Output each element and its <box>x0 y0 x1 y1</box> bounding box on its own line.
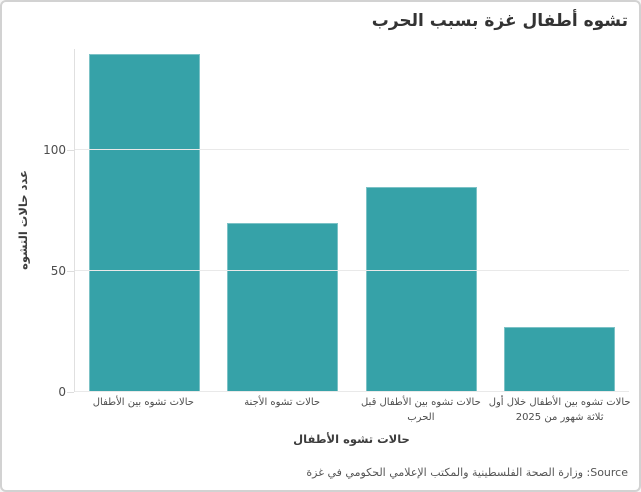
x-tick-label: حالات تشوه الأجنة <box>244 397 321 408</box>
x-tick-label: حالات تشوه بين الأطفال خلال أول ثلاثة شه… <box>488 397 631 423</box>
bar-slot <box>75 49 214 392</box>
y-axis-title: عدد حالات التشوه <box>16 170 30 270</box>
bar-slot <box>491 49 630 392</box>
x-axis-tick-labels: حالات تشوه بين الأطفال حالات تشوه الأجنة ح… <box>74 396 631 425</box>
bar-slot <box>352 49 491 392</box>
bar-2 <box>365 186 477 392</box>
gridline <box>75 149 629 151</box>
plot-area <box>74 49 629 392</box>
gridline <box>75 391 629 392</box>
y-tick-mark <box>67 271 74 273</box>
y-tick-mark <box>67 150 74 152</box>
source-text: Source: وزارة الصحة الفلسطينية والمكتب ا… <box>306 466 628 479</box>
chart-title: تشوه أطفال غزة بسبب الحرب <box>371 11 628 31</box>
y-tick-label: 50 <box>50 264 66 279</box>
bar-1 <box>227 222 339 392</box>
bar-series <box>75 49 629 392</box>
y-tick-label: 100 <box>43 143 66 158</box>
y-tick-mark <box>67 392 74 393</box>
gridline <box>75 270 629 272</box>
x-tick-label: حالات تشوه بين الأطفال <box>92 397 194 408</box>
x-axis-title: حالات تشوه الأطفال <box>293 432 410 446</box>
y-tick-label: 0 <box>58 385 66 399</box>
bar-3 <box>504 326 616 392</box>
bar-0 <box>88 53 200 392</box>
bar-slot <box>214 49 353 392</box>
x-tick-label: حالات تشوه بين الأطفال قبل الحرب <box>360 397 481 423</box>
